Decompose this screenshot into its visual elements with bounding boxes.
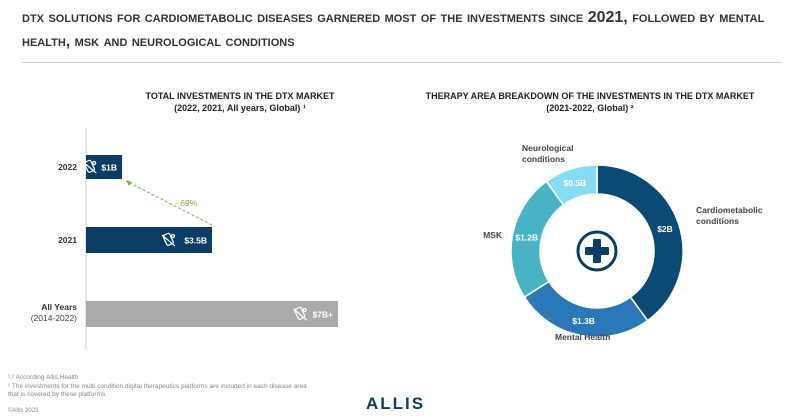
donut-category-label-4: Neurological conditions [522,143,573,164]
donut-category-label-2: Mental Health [555,332,610,342]
donut-value-label-1: $2B [657,224,673,234]
donut-chart-title-line2: (2021-2022, Global) ² [546,103,634,113]
bar-category-sublabel-3: (2014-2022) [31,313,77,323]
bar-1 [86,155,122,179]
donut-value-label-3: $1.2B [515,233,538,243]
footnote-2: ² The investments for the multi conditio… [8,382,307,390]
footnote-3: that is covered by these platforms [8,391,106,398]
bar-value-label-2: $3.5B [184,236,207,246]
bar-chart-title: TOTAL INVESTMENTS IN THE DTX MARKET (202… [70,90,410,114]
bar-value-label-3: $7B+ [312,310,333,320]
footnote-1: ¹,² According Allis.Health [8,374,79,381]
bar-chart-title-line2: (2022, 2021, All years, Global) ¹ [174,103,306,113]
bar-category-label-3: All Years [41,302,77,312]
dtx-app-icon [293,306,307,321]
donut-category-label-3: MSK [483,230,503,240]
dtx-app-icon [82,159,97,174]
medical-cross-icon [576,230,618,272]
title-divider [22,62,782,63]
bar-value-label-1: $1B [101,163,117,173]
donut-value-label-2: $1.3B [572,316,595,326]
change-arrow [125,180,213,226]
bar-chart-title-line1: TOTAL INVESTMENTS IN THE DTX MARKET [145,91,335,101]
donut-slice-1 [596,164,684,322]
donut-slice-4 [545,164,598,206]
donut-slice-2 [523,280,649,338]
page-title: DTx solutions for cardiometabolic diseas… [22,9,765,50]
copyright: ©Allis 2023 [8,408,39,414]
bar-category-label-2: 2021 [58,235,77,245]
bar-2 [86,227,212,253]
donut-value-label-4: $0.5B [564,178,587,188]
donut-category-label-1: Cardiometabolic conditions [696,205,763,226]
change-annotation: - 69% [175,198,198,208]
footnotes: ¹,² According Allis.Health ² The investm… [8,374,348,400]
donut-chart-title: THERAPY AREA BREAKDOWN OF THE INVESTMENT… [400,90,780,114]
change-arrowhead [126,180,132,186]
dtx-app-icon [161,232,176,247]
allis-logo: ALLIS [366,394,426,413]
bar-category-label-1: 2022 [58,162,77,172]
donut-chart-title-line1: THERAPY AREA BREAKDOWN OF THE INVESTMENT… [425,91,755,101]
